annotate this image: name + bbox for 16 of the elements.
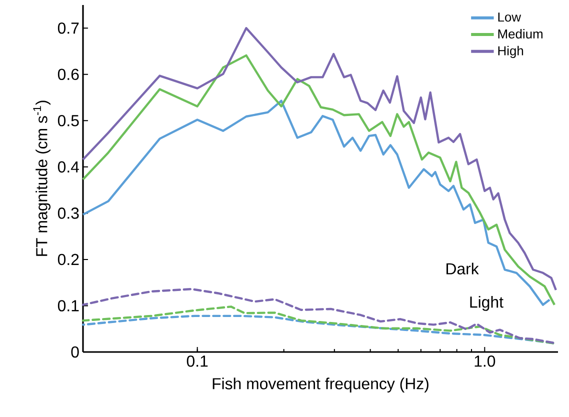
- y-tick-label: 0.5: [58, 115, 79, 126]
- y-tick-label: 0.7: [58, 22, 79, 34]
- x-axis-title: Fish movement frequency (Hz): [212, 378, 428, 392]
- x-tick-label: 1.0: [474, 356, 496, 367]
- legend-label: Low: [498, 12, 522, 22]
- y-tick-label: 0.1: [58, 300, 79, 312]
- y-tick-label: 0: [71, 346, 79, 358]
- legend-label: High: [498, 46, 524, 58]
- annotation: Light: [470, 296, 504, 311]
- legend-label: Medium: [498, 29, 542, 39]
- y-axis-title: FT magnitude (cm s$^{-1}$): [33, 100, 50, 256]
- y-tick-label: 0.3: [58, 208, 79, 219]
- annotation: Dark: [446, 262, 479, 274]
- y-tick-label: 0.2: [58, 254, 79, 266]
- y-tick-label: 0.4: [58, 161, 79, 173]
- y-tick-label: 0.6: [58, 68, 79, 80]
